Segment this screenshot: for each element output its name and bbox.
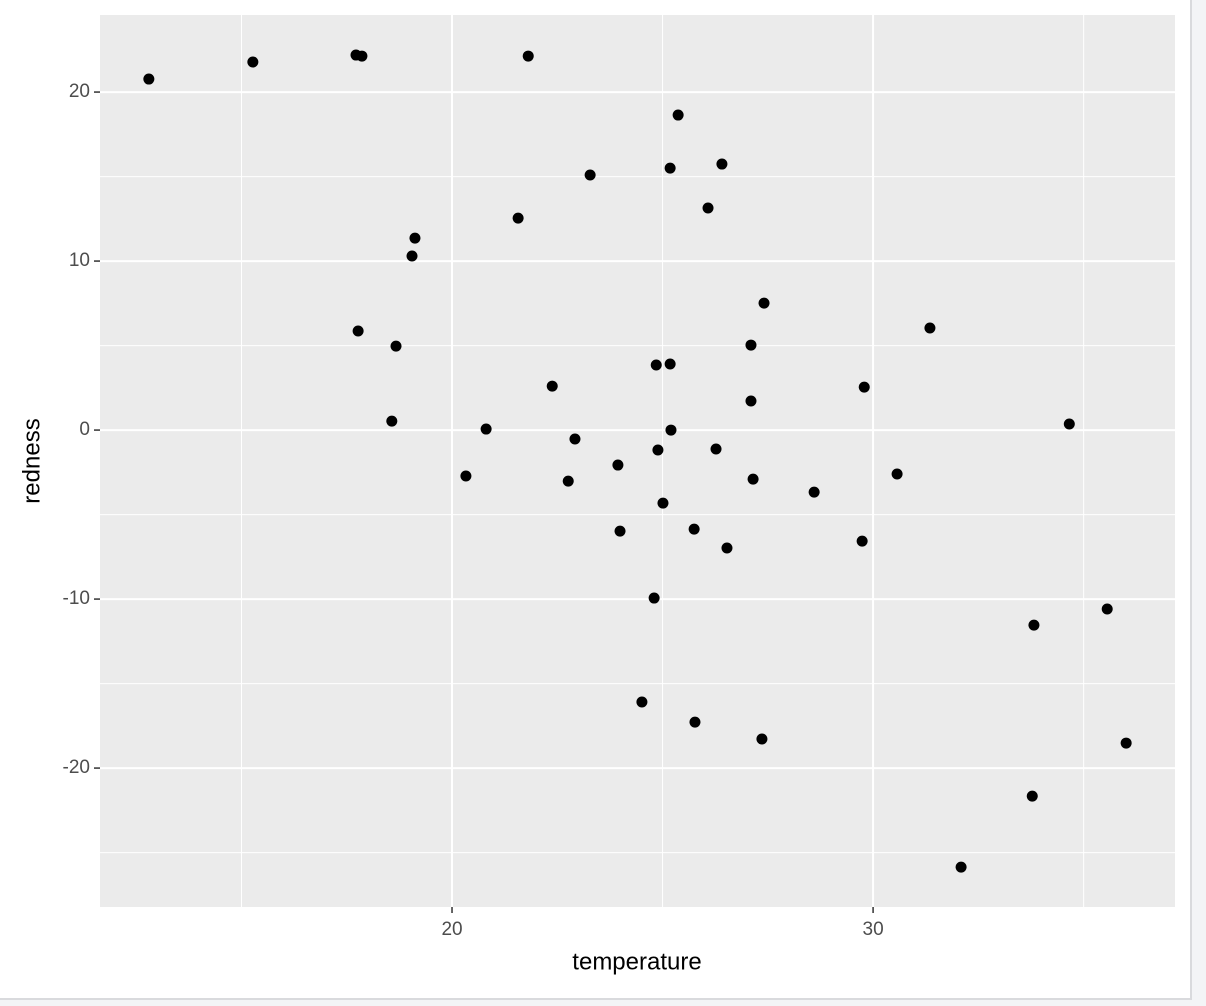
point [409,232,421,244]
point [406,250,418,262]
point [652,444,664,456]
point [745,339,757,351]
point [247,56,259,68]
point [858,381,870,393]
y-tick-label: -10 [63,588,90,609]
panel [100,15,1175,907]
point [390,340,402,352]
y-tick-label: 0 [79,419,90,440]
y-tick-label: 10 [69,250,90,271]
point [460,470,472,482]
point [648,592,660,604]
point [665,424,677,436]
point [702,202,714,214]
point [688,523,700,535]
point [664,358,676,370]
point [480,423,492,435]
point [664,162,676,174]
point [891,468,903,480]
point [614,525,626,537]
point [856,535,868,547]
point [924,322,936,334]
point [716,158,728,170]
point [756,733,768,745]
point [1026,790,1038,802]
point [689,716,701,728]
y-axis-label: redness [18,418,45,503]
point [636,696,648,708]
point [584,169,596,181]
point [955,861,967,873]
point [612,459,624,471]
point [747,473,759,485]
x-tick-label: 20 [441,919,462,940]
y-tick-label: -20 [63,757,90,778]
point [808,486,820,498]
grid [100,15,1175,907]
point [657,497,669,509]
point [1101,603,1113,615]
point [745,395,757,407]
x-axis-label: temperature [572,948,701,975]
points [143,49,1132,873]
point [356,50,368,62]
point [562,475,574,487]
point [569,433,581,445]
point [650,359,662,371]
point [710,443,722,455]
point [1028,619,1040,631]
point [1120,737,1132,749]
point [721,542,733,554]
point [672,109,684,121]
y-tick-label: 20 [69,81,90,102]
point [512,212,524,224]
point [1063,418,1075,430]
x-tick-label: 30 [863,919,884,940]
point [546,380,558,392]
point [758,297,770,309]
point [522,50,534,62]
point [386,415,398,427]
point [352,325,364,337]
point [143,73,155,85]
